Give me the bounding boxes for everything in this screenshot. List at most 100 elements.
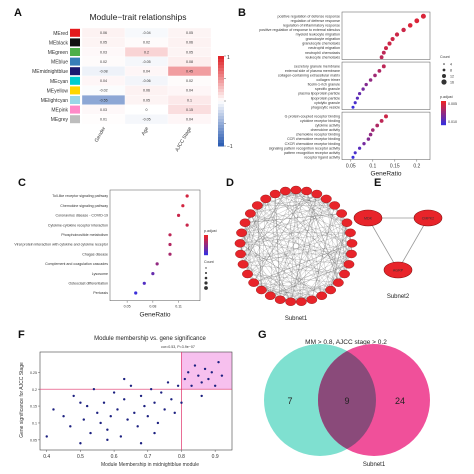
colorbar-segment <box>218 107 224 111</box>
scatter-point <box>109 415 112 418</box>
panel-letter-a: A <box>14 7 22 19</box>
colorbar-segment <box>218 116 224 120</box>
network-node <box>235 249 246 259</box>
network-edge <box>295 189 302 302</box>
heatmap-cell <box>167 114 212 125</box>
heatmap-cell-value: 0.06 <box>143 89 150 93</box>
go-term-label: chemokine activity <box>311 128 341 132</box>
network-edge <box>311 205 335 300</box>
scatter-point <box>197 374 200 377</box>
scatter-point <box>160 391 163 394</box>
go-legend-padj-label: 0.005 <box>448 102 457 106</box>
network-node <box>341 218 353 227</box>
go-legend-count-label: 4 <box>450 62 452 66</box>
heatmap-cell-value: 0.08 <box>186 60 193 64</box>
scatter-point <box>200 394 203 398</box>
kegg-legend-padj-segment <box>204 235 208 238</box>
panel-a-heatmap: Module−trait relationships MEred 0.06 -0.0… <box>32 12 233 153</box>
kegg-legend-count-dot <box>205 272 207 274</box>
heatmap-cell-value: 0 <box>146 108 148 112</box>
go-term-label: cytokine activity <box>315 124 340 128</box>
network-edge <box>247 205 258 275</box>
network-node <box>242 269 253 279</box>
colorbar-label-bottom: −1 <box>227 144 233 150</box>
node-cmpk2 <box>413 209 443 227</box>
colorbar-segment <box>218 89 224 93</box>
network-edge <box>301 193 317 302</box>
go-legend-count-label: 8 <box>450 68 452 72</box>
network-edge <box>275 194 281 300</box>
go-term-dot <box>368 132 373 137</box>
network-edge <box>290 232 351 302</box>
kegg-term-dot <box>181 204 185 208</box>
network-node <box>346 239 358 248</box>
kegg-term-label: Chagas disease <box>82 252 108 256</box>
panel-c-kegg-dotplot: Toll-like receptor signaling pathway Chem… <box>14 189 217 319</box>
network-node <box>301 186 312 196</box>
scatter-point <box>129 384 133 387</box>
subnet2-label: Subnet2 <box>387 294 410 300</box>
kegg-term-dot <box>168 233 172 237</box>
network-node <box>343 260 355 269</box>
network-node <box>234 239 246 248</box>
scatter-point <box>62 415 65 418</box>
go-x-tick-label: 0.1 <box>369 164 376 170</box>
network-edge <box>245 222 349 265</box>
panel-b-go-dotplot: positive regulation of defense responser… <box>259 11 457 178</box>
go-legend-padj-segment <box>441 115 446 118</box>
kegg-legend-padj-title: p.adjust <box>204 229 217 233</box>
module-label: MEcyan <box>50 79 68 85</box>
go-legend-padj-segment <box>441 101 446 104</box>
colorbar-segment <box>218 113 224 117</box>
go-term-dot <box>420 13 426 19</box>
colorbar-segment <box>218 98 224 102</box>
network-node <box>311 189 323 199</box>
kegg-legend-padj-segment <box>204 245 208 248</box>
heatmap-cell-value: 0.02 <box>100 60 107 64</box>
network-node <box>346 249 357 259</box>
heatmap-cell-value: -0.55 <box>99 98 107 102</box>
network-edge <box>244 198 266 223</box>
scatter-point <box>136 425 139 428</box>
network-node <box>329 201 341 210</box>
heatmap-cell-value: -0.02 <box>99 89 107 93</box>
go-facet-frame <box>341 111 431 160</box>
scatter-point <box>183 377 187 381</box>
go-legend-padj-segment <box>441 121 446 124</box>
network-edge <box>330 222 348 291</box>
module-label: MEblue <box>51 60 68 66</box>
scatter-point <box>203 367 207 371</box>
panel-e-network-subnet2: MDK CMPK2 AGRP Subnet2 <box>353 209 443 300</box>
module-color-swatch <box>70 38 80 47</box>
colorbar-segment <box>218 128 224 132</box>
kegg-legend-padj-segment <box>204 241 208 244</box>
kegg-term-dot <box>176 213 181 217</box>
network-edge <box>257 205 352 244</box>
go-x-tick-label: 0.05 <box>346 164 356 170</box>
network-edge <box>275 193 335 206</box>
go-facet-frame <box>341 61 431 110</box>
colorbar-segment <box>218 143 224 147</box>
panel-letter-c: C <box>18 177 26 189</box>
heatmap-cell-value: 0.05 <box>100 41 107 45</box>
network-edge <box>265 198 302 302</box>
kegg-term-dot <box>168 242 172 247</box>
module-color-swatch <box>70 28 80 37</box>
scatter-point <box>149 387 153 391</box>
go-term-label: CCR chemokine receptor binding <box>287 137 340 141</box>
scatter-point <box>200 381 203 384</box>
go-term-label: plasma lipoprotein particle <box>298 92 340 96</box>
venn-right-count: 24 <box>395 396 405 406</box>
scatter-x-tick-label: 0.8 <box>178 454 185 460</box>
scatter-point <box>220 374 224 377</box>
scatter-point <box>79 401 82 404</box>
scatter-y-tick-label: 0.15 <box>30 405 37 409</box>
scatter-point <box>187 371 190 374</box>
network-edge <box>261 198 327 291</box>
scatter-point <box>207 377 210 381</box>
network-edge <box>240 253 302 302</box>
network-edge <box>290 193 317 302</box>
go-term-dot <box>384 46 388 51</box>
kegg-legend-count-dot <box>204 286 208 290</box>
network-edge <box>247 190 286 275</box>
